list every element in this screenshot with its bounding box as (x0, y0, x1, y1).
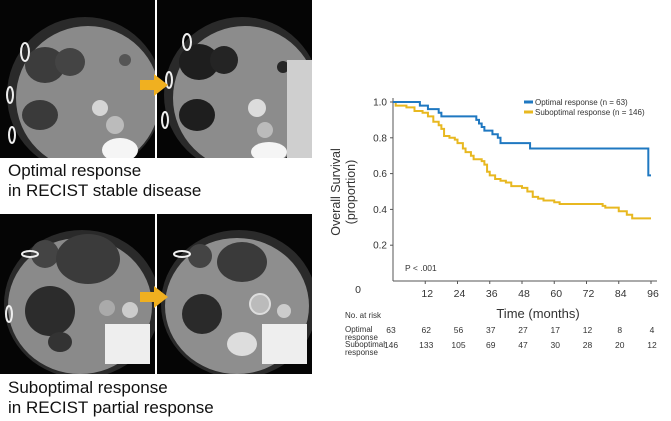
risk-row-label: Optimal (345, 325, 373, 334)
risk-value: 27 (518, 325, 528, 335)
risk-row-label: response (345, 333, 378, 342)
caption-line: in RECIST stable disease (8, 181, 202, 200)
caption-line: Optimal response (8, 161, 142, 180)
risk-value: 8 (617, 325, 622, 335)
caption-optimal: Optimal response in RECIST stable diseas… (8, 161, 201, 201)
risk-value: 4 (650, 325, 655, 335)
y-tick-label: 0.2 (373, 241, 387, 252)
ct-image-optimal-followup (157, 0, 312, 158)
risk-value: 69 (486, 340, 496, 350)
survival-curves (393, 101, 651, 220)
caption-suboptimal: Suboptimal response in RECIST partial re… (8, 378, 214, 418)
risk-value: 28 (583, 340, 593, 350)
ct-image-optimal-baseline (0, 0, 155, 158)
risk-row-label: Suboptimal (345, 340, 385, 349)
ct-liver-scan (0, 0, 155, 158)
arrow-right-icon (140, 74, 168, 96)
risk-value: 133 (419, 340, 433, 350)
risk-value: 30 (551, 340, 561, 350)
x-tick-label: 24 (454, 288, 466, 300)
survival-curve-optimal (393, 101, 651, 177)
legend: Optimal response (n = 63)Suboptimal resp… (524, 98, 645, 117)
y-tick-label: 0.6 (373, 169, 387, 180)
x-tick-label: 84 (615, 288, 627, 300)
x-tick-label: 12 (421, 288, 433, 300)
caption-line: Suboptimal response (8, 378, 168, 397)
survival-curve-suboptimal (393, 101, 651, 220)
origin-label: 0 (355, 284, 361, 296)
km-survival-chart: 0.20.40.60.81.00 12 24 36 48 60 72 84 96Overall … (330, 98, 659, 358)
risk-row-label: response (345, 348, 378, 357)
risk-value: 47 (518, 340, 528, 350)
ct-liver-scan (157, 214, 312, 374)
risk-value: 62 (422, 325, 432, 335)
arrow-right-icon (140, 286, 168, 308)
risk-value: 20 (615, 340, 625, 350)
risk-value: 105 (451, 340, 465, 350)
legend-label: Suboptimal response (n = 146) (535, 108, 645, 117)
x-tick-label: 72 (583, 288, 595, 300)
risk-value: 56 (454, 325, 464, 335)
risk-value: 12 (583, 325, 593, 335)
x-tick-label: 60 (550, 288, 562, 300)
x-tick-label: 48 (518, 288, 530, 300)
risk-table-title: No. at risk (345, 311, 382, 320)
p-value-annotation: P < .001 (405, 263, 437, 273)
risk-value: 37 (486, 325, 496, 335)
axes: 0.2 0.4 0.6 0.8 1.0 0 12 24 36 48 60 72 84 96 Overall … (330, 98, 659, 322)
risk-value: 146 (384, 340, 398, 350)
ct-image-suboptimal-baseline (0, 214, 155, 374)
ct-image-suboptimal-followup (157, 214, 312, 374)
y-tick-label: 0.4 (373, 205, 387, 216)
y-axis-label: Overall Survival(proportion) (330, 148, 358, 236)
risk-value: 12 (647, 340, 657, 350)
legend-label: Optimal response (n = 63) (535, 98, 628, 107)
x-tick-label: 36 (486, 288, 498, 300)
x-axis-label: Time (months) (496, 306, 579, 321)
ct-liver-scan (157, 0, 312, 158)
ct-liver-scan (0, 214, 155, 374)
risk-value: 63 (386, 325, 396, 335)
risk-value: 17 (551, 325, 561, 335)
y-tick-label: 0.8 (373, 133, 387, 144)
caption-line: in RECIST partial response (8, 398, 214, 417)
y-tick-label: 1.0 (373, 98, 387, 109)
x-tick-label: 96 (647, 288, 659, 300)
